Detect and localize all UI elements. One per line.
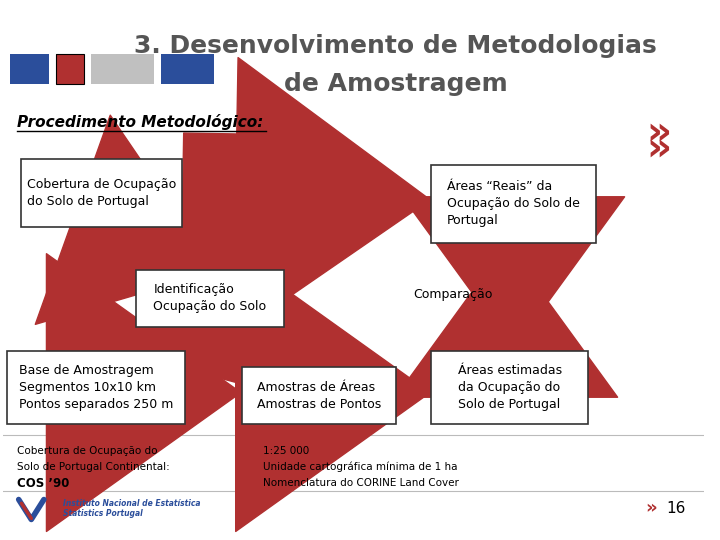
FancyBboxPatch shape <box>161 54 214 84</box>
FancyBboxPatch shape <box>21 159 182 227</box>
FancyBboxPatch shape <box>10 54 49 84</box>
Text: Base de Amostragem
Segmentos 10x10 km
Pontos separados 250 m: Base de Amostragem Segmentos 10x10 km Po… <box>19 364 174 411</box>
Text: Statistics Portugal: Statistics Portugal <box>63 509 143 517</box>
Text: Solo de Portugal Continental:: Solo de Portugal Continental: <box>17 462 170 472</box>
Text: COS ’90: COS ’90 <box>17 477 70 490</box>
FancyBboxPatch shape <box>56 54 84 84</box>
Text: Amostras de Áreas
Amostras de Pontos: Amostras de Áreas Amostras de Pontos <box>256 381 381 410</box>
Text: »: » <box>646 113 671 151</box>
Text: 3. Desenvolvimento de Metodologias: 3. Desenvolvimento de Metodologias <box>135 34 657 58</box>
Text: de Amostragem: de Amostragem <box>284 72 508 96</box>
FancyBboxPatch shape <box>91 54 154 84</box>
Text: »: » <box>646 130 671 167</box>
Text: 1:25 000: 1:25 000 <box>263 446 309 456</box>
Text: Cobertura de Ocupação do: Cobertura de Ocupação do <box>17 446 158 456</box>
Text: 16: 16 <box>667 501 685 516</box>
FancyBboxPatch shape <box>136 270 284 327</box>
Text: Áreas estimadas
da Ocupação do
Solo de Portugal: Áreas estimadas da Ocupação do Solo de P… <box>458 364 562 411</box>
FancyBboxPatch shape <box>6 351 186 424</box>
Text: Instituto Nacional de Estatística: Instituto Nacional de Estatística <box>63 499 200 508</box>
Text: Cobertura de Ocupação
do Solo de Portugal: Cobertura de Ocupação do Solo de Portuga… <box>27 178 176 208</box>
FancyBboxPatch shape <box>431 351 588 424</box>
Text: Nomenclatura do CORINE Land Cover: Nomenclatura do CORINE Land Cover <box>263 478 459 488</box>
Text: Áreas “Reais” da
Ocupação do Solo de
Portugal: Áreas “Reais” da Ocupação do Solo de Por… <box>446 180 580 227</box>
FancyBboxPatch shape <box>56 54 84 84</box>
Text: Unidade cartográfica mínima de 1 ha: Unidade cartográfica mínima de 1 ha <box>263 462 457 472</box>
Text: Procedimento Metodológico:: Procedimento Metodológico: <box>17 113 264 130</box>
Text: Comparação: Comparação <box>413 288 492 301</box>
Text: »: » <box>646 500 657 518</box>
FancyBboxPatch shape <box>431 165 595 243</box>
Text: Identificação
Ocupação do Solo: Identificação Ocupação do Solo <box>153 284 266 313</box>
FancyBboxPatch shape <box>241 367 396 424</box>
